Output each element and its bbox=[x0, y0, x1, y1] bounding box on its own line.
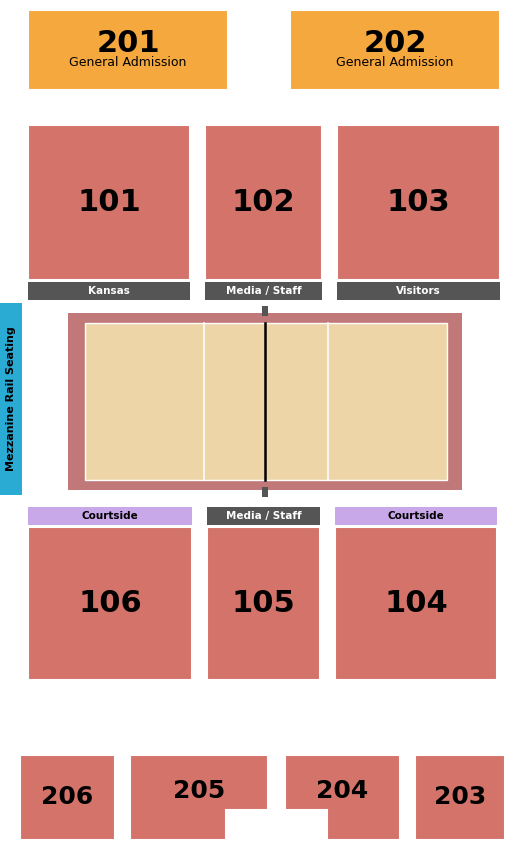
FancyBboxPatch shape bbox=[28, 10, 228, 90]
Text: General Admission: General Admission bbox=[337, 55, 454, 69]
Text: Visitors: Visitors bbox=[396, 286, 441, 296]
Text: Media / Staff: Media / Staff bbox=[226, 511, 301, 521]
FancyBboxPatch shape bbox=[335, 507, 497, 525]
Polygon shape bbox=[285, 755, 400, 840]
Text: 106: 106 bbox=[78, 589, 142, 618]
Text: 103: 103 bbox=[387, 188, 450, 217]
FancyBboxPatch shape bbox=[28, 125, 190, 280]
FancyBboxPatch shape bbox=[207, 527, 320, 680]
FancyBboxPatch shape bbox=[205, 125, 322, 280]
Text: Courtside: Courtside bbox=[387, 511, 444, 521]
Text: General Admission: General Admission bbox=[69, 55, 187, 69]
FancyBboxPatch shape bbox=[262, 306, 268, 316]
Text: 102: 102 bbox=[232, 188, 295, 217]
FancyBboxPatch shape bbox=[20, 755, 115, 840]
Text: 203: 203 bbox=[434, 785, 486, 809]
FancyBboxPatch shape bbox=[205, 282, 322, 300]
FancyBboxPatch shape bbox=[0, 303, 22, 495]
Text: 201: 201 bbox=[96, 29, 160, 58]
Text: Mezzanine Rail Seating: Mezzanine Rail Seating bbox=[6, 326, 16, 472]
Text: 205: 205 bbox=[173, 779, 225, 803]
FancyBboxPatch shape bbox=[335, 527, 497, 680]
FancyBboxPatch shape bbox=[415, 755, 505, 840]
Text: 204: 204 bbox=[317, 779, 369, 803]
FancyBboxPatch shape bbox=[290, 10, 500, 90]
FancyBboxPatch shape bbox=[207, 507, 320, 525]
Polygon shape bbox=[130, 755, 268, 840]
FancyBboxPatch shape bbox=[28, 527, 192, 680]
Text: 101: 101 bbox=[77, 188, 141, 217]
FancyBboxPatch shape bbox=[28, 507, 192, 525]
FancyBboxPatch shape bbox=[28, 282, 190, 300]
Text: 105: 105 bbox=[232, 589, 296, 618]
Text: Courtside: Courtside bbox=[81, 511, 139, 521]
FancyBboxPatch shape bbox=[262, 487, 268, 497]
FancyBboxPatch shape bbox=[337, 125, 500, 280]
Text: Kansas: Kansas bbox=[88, 286, 130, 296]
Text: 104: 104 bbox=[384, 589, 448, 618]
FancyBboxPatch shape bbox=[85, 323, 447, 480]
Text: 206: 206 bbox=[41, 785, 93, 809]
Text: Media / Staff: Media / Staff bbox=[226, 286, 301, 296]
FancyBboxPatch shape bbox=[68, 313, 462, 490]
FancyBboxPatch shape bbox=[337, 282, 500, 300]
Text: 202: 202 bbox=[363, 29, 427, 58]
